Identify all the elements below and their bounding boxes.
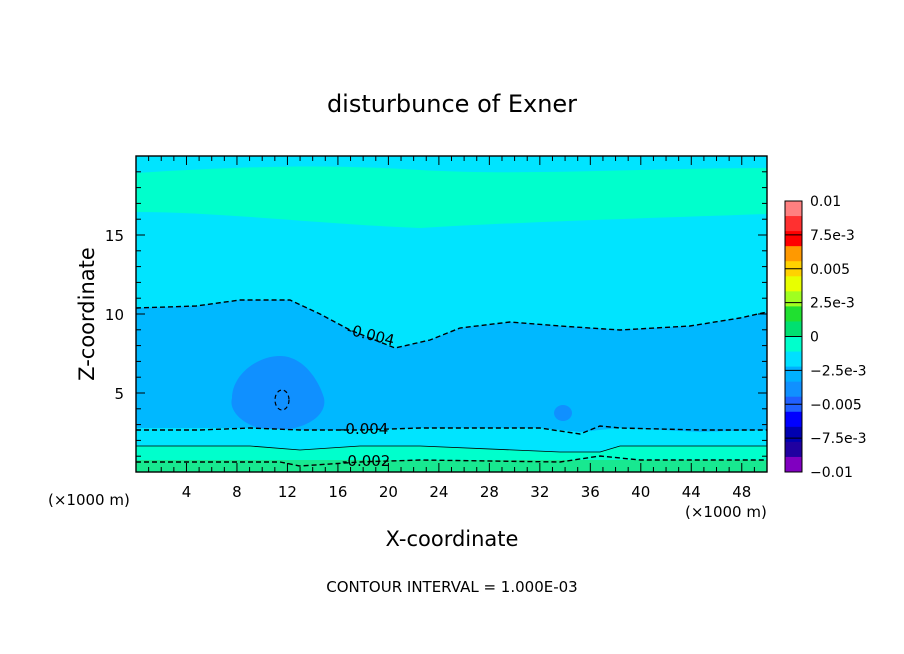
colorbar-swatch [785, 411, 802, 428]
axis-ticks [136, 156, 767, 472]
colorbar-label: −2.5e-3 [810, 363, 867, 379]
colorbar-label: 0 [810, 330, 819, 346]
x-axis-label: X-coordinate [386, 527, 519, 551]
contour-label-lower: -0.002 [342, 452, 390, 470]
band-minus-2e-3-lower [136, 446, 767, 460]
colorbar-swatch [785, 276, 802, 292]
x-tick-label: 32 [530, 483, 549, 501]
colorbar [784, 200, 803, 473]
band-top-minus-3e-3-light [136, 166, 767, 228]
colorbar-label: 7.5e-3 [810, 228, 855, 244]
colorbar-labels: 0.01 7.5e-3 0.005 2.5e-3 0 −2.5e-3 −0.005 −7.5e… [810, 194, 867, 481]
x-tick-label: 36 [581, 483, 600, 501]
x-tick-label: 44 [682, 483, 701, 501]
y-axis-label: Z-coordinate [75, 247, 99, 381]
colorbar-swatch [785, 201, 802, 217]
band-minus-5e-3-small [554, 405, 572, 421]
colorbar-swatch [785, 216, 802, 232]
x-tick-label: 24 [429, 483, 448, 501]
x-tick-label: 16 [328, 483, 347, 501]
colorbar-label: 0.01 [810, 194, 841, 210]
colorbar-swatch [785, 351, 802, 368]
x-unit-label: (×1000 m) [685, 503, 767, 521]
colorbar-swatch [785, 246, 802, 262]
contour-interval-note: CONTOUR INTERVAL = 1.000E-03 [326, 578, 577, 596]
colorbar-label: 2.5e-3 [810, 296, 855, 312]
y-tick-label: 5 [114, 385, 124, 403]
x-tick-label: 20 [379, 483, 398, 501]
colorbar-swatch [785, 441, 802, 458]
colorbar-swatch [785, 231, 802, 247]
contour-line-thin [136, 445, 767, 453]
contour-line-mid [136, 425, 767, 435]
colorbar-label: −7.5e-3 [810, 431, 867, 447]
contour-line-blob [274, 389, 290, 411]
colorbar-label: −0.01 [810, 465, 853, 481]
colorbar-swatch [785, 381, 802, 398]
colorbar-swatch [785, 306, 802, 322]
contour-line-lower [136, 455, 767, 467]
colorbar-swatch [785, 426, 802, 443]
band-minus-5e-3-blob [231, 356, 325, 431]
x-tick-label: 48 [732, 483, 751, 501]
colorbar-swatch [785, 291, 802, 307]
y-tick-label: 15 [105, 227, 124, 245]
plot-area: -0.004 -0.004 -0.002 [136, 156, 767, 472]
contour-label-mid: -0.004 [340, 420, 388, 438]
band-minus-3e-3-lower [136, 428, 767, 452]
x-tick-label: 28 [480, 483, 499, 501]
colorbar-label: 0.005 [810, 262, 850, 278]
y-tick-label: 10 [105, 306, 124, 324]
colorbar-swatch [785, 336, 802, 353]
x-tick-labels: 4 8 12 16 20 24 28 32 36 40 44 48 [182, 483, 752, 501]
x-tick-label: 40 [631, 483, 650, 501]
x-tick-label: 8 [232, 483, 242, 501]
colorbar-label: −0.005 [810, 397, 862, 413]
x-tick-label: 4 [182, 483, 192, 501]
band-minus-1e-3-lower [136, 460, 767, 472]
contour-line-upper [136, 299, 767, 349]
colorbar-swatch [785, 456, 802, 473]
chart-title: disturbunce of Exner [327, 90, 577, 118]
x-tick-label: 12 [278, 483, 297, 501]
y-tick-labels: 5 10 15 [105, 227, 124, 403]
y-unit-label: (×1000 m) [48, 491, 130, 509]
colorbar-swatch [785, 321, 802, 337]
colorbar-swatch [785, 366, 802, 383]
